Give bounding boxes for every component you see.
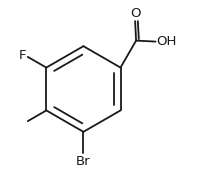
Text: OH: OH [157,35,177,48]
Text: O: O [130,7,141,20]
Text: Br: Br [76,155,91,168]
Text: F: F [18,49,26,62]
